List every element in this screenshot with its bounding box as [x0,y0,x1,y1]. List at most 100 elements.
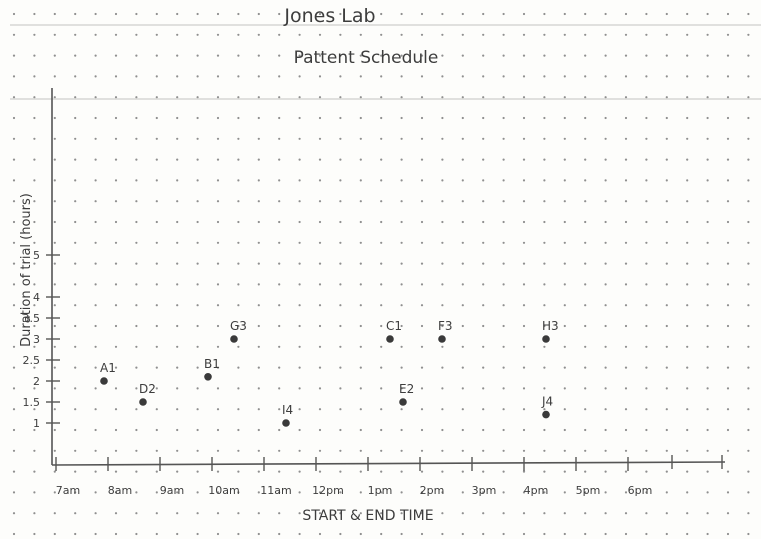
grid-dot [114,283,118,286]
grid-dot [461,116,464,120]
grid-dot [12,75,16,78]
grid-dot [706,241,709,244]
grid-dot [53,366,56,369]
grid-dot [645,387,648,390]
grid-dot [216,137,220,140]
grid-dot [665,12,668,16]
grid-dot [502,324,505,328]
grid-dot [563,33,566,36]
grid-dot [461,470,464,473]
grid-dot [645,200,648,203]
grid-dot [33,512,36,515]
grid-dot [94,116,97,120]
x-tick-label: 6pm [628,484,653,497]
grid-dot [135,33,138,36]
grid-dot [563,428,566,432]
grid-dot [726,54,730,57]
grid-dot [624,387,628,390]
grid-dot [318,283,322,286]
grid-dot [257,491,260,494]
grid-dot [380,449,383,452]
grid-dot [441,324,444,328]
grid-dot [522,449,526,452]
grid-dot [400,200,403,203]
x-tick-label: 11am [260,484,291,497]
grid-dot [135,179,138,182]
grid-dot [482,324,485,328]
grid-dot [53,345,56,348]
grid-dot [94,345,97,348]
grid-dot [257,283,260,286]
grid-dot [624,75,628,78]
grid-dot [624,366,628,369]
grid-dot [645,532,648,536]
grid-dot [522,54,526,57]
grid-dot [502,179,505,182]
grid-dot [339,241,342,244]
grid-dot [563,158,566,161]
grid-dot [584,491,587,494]
grid-dot [563,449,566,452]
data-point-label: D2 [139,382,156,396]
grid-dot [155,137,158,140]
grid-dot [563,324,566,328]
grid-dot [278,158,281,161]
grid-dot [624,532,628,536]
grid-dot [339,12,342,16]
grid-dot [318,241,322,244]
grid-dot [33,179,36,182]
grid-dot [543,33,546,36]
grid-dot [74,470,77,473]
grid-dot [196,262,199,265]
grid-dot [12,532,16,536]
grid-dot [461,12,464,16]
grid-dot [298,408,301,411]
x-axis-line [51,461,726,466]
grid-dot [686,512,689,515]
grid-dot [135,241,138,244]
grid-dot [33,532,36,536]
grid-dot [482,220,485,224]
grid-dot [53,12,56,16]
grid-dot [278,96,281,99]
grid-dot [196,491,199,494]
grid-dot [359,137,362,140]
grid-dot [380,512,383,515]
grid-dot [237,179,240,182]
grid-dot [441,387,444,390]
grid-dot [665,512,668,515]
grid-dot [563,304,566,307]
grid-dot [726,158,730,161]
grid-dot [645,54,648,57]
grid-dot [604,220,607,224]
grid-dot [135,512,138,515]
grid-dot [114,137,118,140]
grid-dot [461,179,464,182]
grid-dot [604,428,607,432]
grid-dot [278,304,281,307]
grid-dot [461,366,464,369]
grid-dot [359,262,362,265]
grid-dot [33,241,36,244]
grid-dot [176,54,179,57]
grid-dot [441,366,444,369]
grid-dot [726,179,730,182]
grid-dot [420,512,424,515]
grid-dot [686,200,689,203]
grid-dot [339,54,342,57]
grid-dot [278,512,281,515]
grid-dot [216,12,220,16]
grid-dot [400,387,403,390]
grid-dot [747,220,750,224]
grid-dot [584,262,587,265]
grid-dot [604,54,607,57]
grid-dot [380,200,383,203]
grid-dot [645,512,648,515]
grid-dot [420,532,424,536]
grid-dot [726,220,730,224]
data-point-label: A1 [100,361,116,375]
grid-dot [665,54,668,57]
grid-dot [706,200,709,203]
grid-dot [318,512,322,515]
grid-dot [216,345,220,348]
